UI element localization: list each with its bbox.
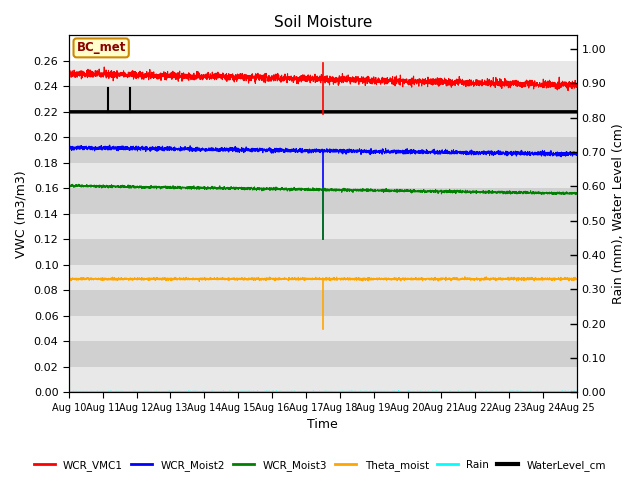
Bar xyxy=(69,265,577,290)
Legend: WCR_VMC1, WCR_Moist2, WCR_Moist3, Theta_moist, Rain, WaterLevel_cm: WCR_VMC1, WCR_Moist2, WCR_Moist3, Theta_… xyxy=(29,456,611,475)
Bar xyxy=(69,341,577,367)
Title: Soil Moisture: Soil Moisture xyxy=(274,15,372,30)
Bar xyxy=(69,86,577,112)
Text: BC_met: BC_met xyxy=(76,41,126,54)
Bar xyxy=(69,163,577,188)
Bar xyxy=(69,214,577,240)
Bar xyxy=(69,61,577,86)
Bar xyxy=(69,316,577,341)
Bar xyxy=(69,188,577,214)
Bar xyxy=(69,367,577,393)
Bar xyxy=(69,137,577,163)
Y-axis label: VWC (m3/m3): VWC (m3/m3) xyxy=(15,170,28,258)
Bar xyxy=(69,112,577,137)
Bar xyxy=(69,240,577,265)
Y-axis label: Rain (mm), Water Level (cm): Rain (mm), Water Level (cm) xyxy=(612,123,625,304)
X-axis label: Time: Time xyxy=(307,419,338,432)
Bar xyxy=(69,290,577,316)
